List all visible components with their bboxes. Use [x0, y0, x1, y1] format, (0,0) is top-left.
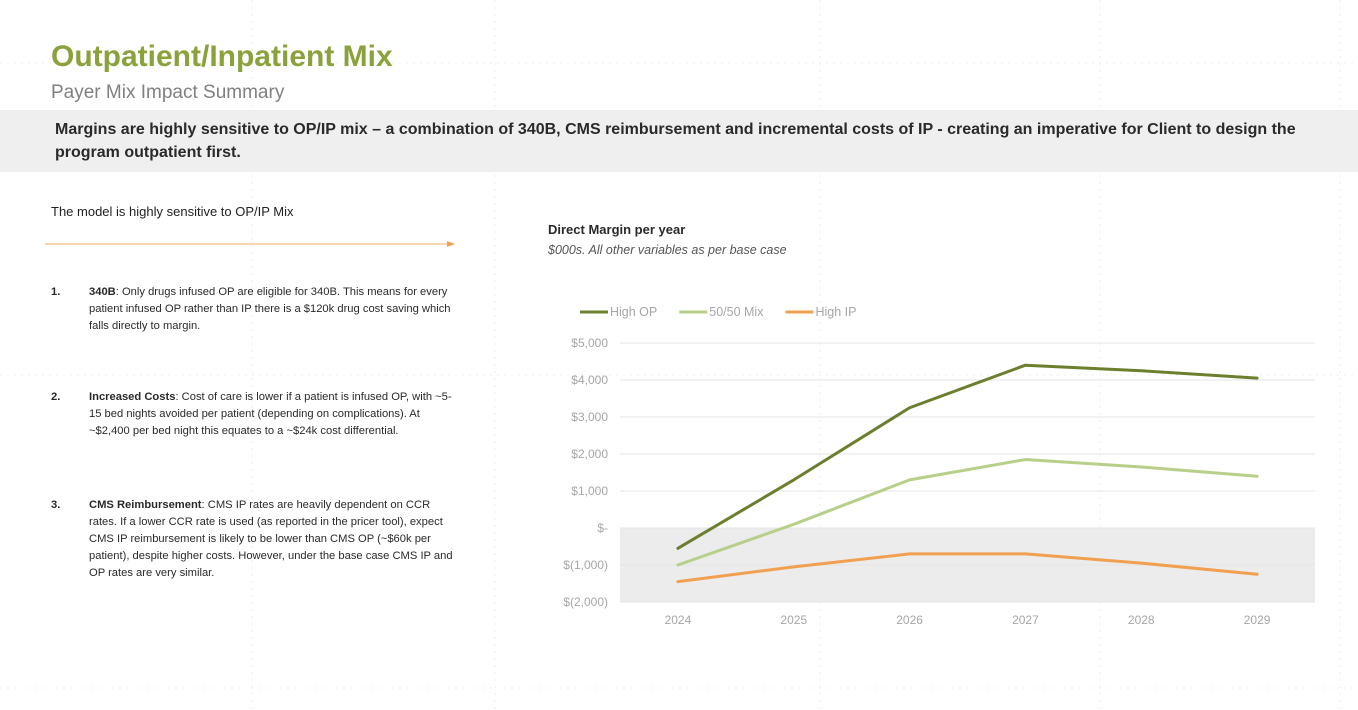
point-title: Increased Costs: [89, 391, 176, 403]
point-number: 2.: [51, 391, 61, 403]
y-tick-label: $5,000: [571, 336, 608, 350]
page-title: Outpatient/Inpatient Mix: [51, 40, 393, 73]
left-panel-heading: The model is highly sensitive to OP/IP M…: [51, 204, 294, 219]
y-tick-label: $3,000: [571, 410, 608, 424]
key-message-text: Margins are highly sensitive to OP/IP mi…: [55, 121, 1296, 161]
page-subtitle: Payer Mix Impact Summary: [51, 82, 285, 103]
legend-label: High IP: [815, 305, 856, 319]
orange-arrow-divider: [45, 241, 455, 247]
direct-margin-line-chart: $5,000 $4,000 $3,000 $2,000 $1,000 $- $(1,000)…: [563, 305, 1315, 627]
x-tick-label: 2027: [1012, 613, 1039, 627]
point-title: 340B: [89, 286, 116, 298]
y-tick-label: $4,000: [571, 373, 608, 387]
series-line-50-50-mix: [676, 458, 1259, 567]
legend-label: High OP: [610, 305, 657, 319]
point-number: 3.: [51, 499, 61, 511]
series-line-high-ip: [676, 552, 1259, 584]
y-tick-label: $(2,000): [563, 595, 608, 609]
y-tick-label: $2,000: [571, 447, 608, 461]
x-tick-label: 2025: [780, 613, 807, 627]
x-tick-label: 2029: [1244, 613, 1271, 627]
series-line-high-op: [676, 363, 1259, 550]
x-tick-label: 2028: [1128, 613, 1155, 627]
chart-subtitle: $000s. All other variables as per base c…: [548, 243, 787, 257]
point-text: : Only drugs infused OP are eligible for…: [89, 286, 451, 332]
point-text: : CMS IP rates are heavily dependent on …: [89, 499, 453, 579]
point-title: CMS Reimbursement: [89, 499, 202, 511]
y-tick-label: $(1,000): [563, 558, 608, 572]
y-tick-label: $-: [597, 521, 608, 535]
key-message-banner: [0, 110, 1358, 172]
x-tick-label: 2024: [665, 613, 692, 627]
chart-title: Direct Margin per year: [548, 222, 686, 237]
point-number: 1.: [51, 286, 61, 298]
x-tick-label: 2026: [896, 613, 923, 627]
legend-label: 50/50 Mix: [709, 305, 764, 319]
point-text: : Cost of care is lower if a patient is …: [89, 391, 452, 437]
y-tick-label: $1,000: [571, 484, 608, 498]
